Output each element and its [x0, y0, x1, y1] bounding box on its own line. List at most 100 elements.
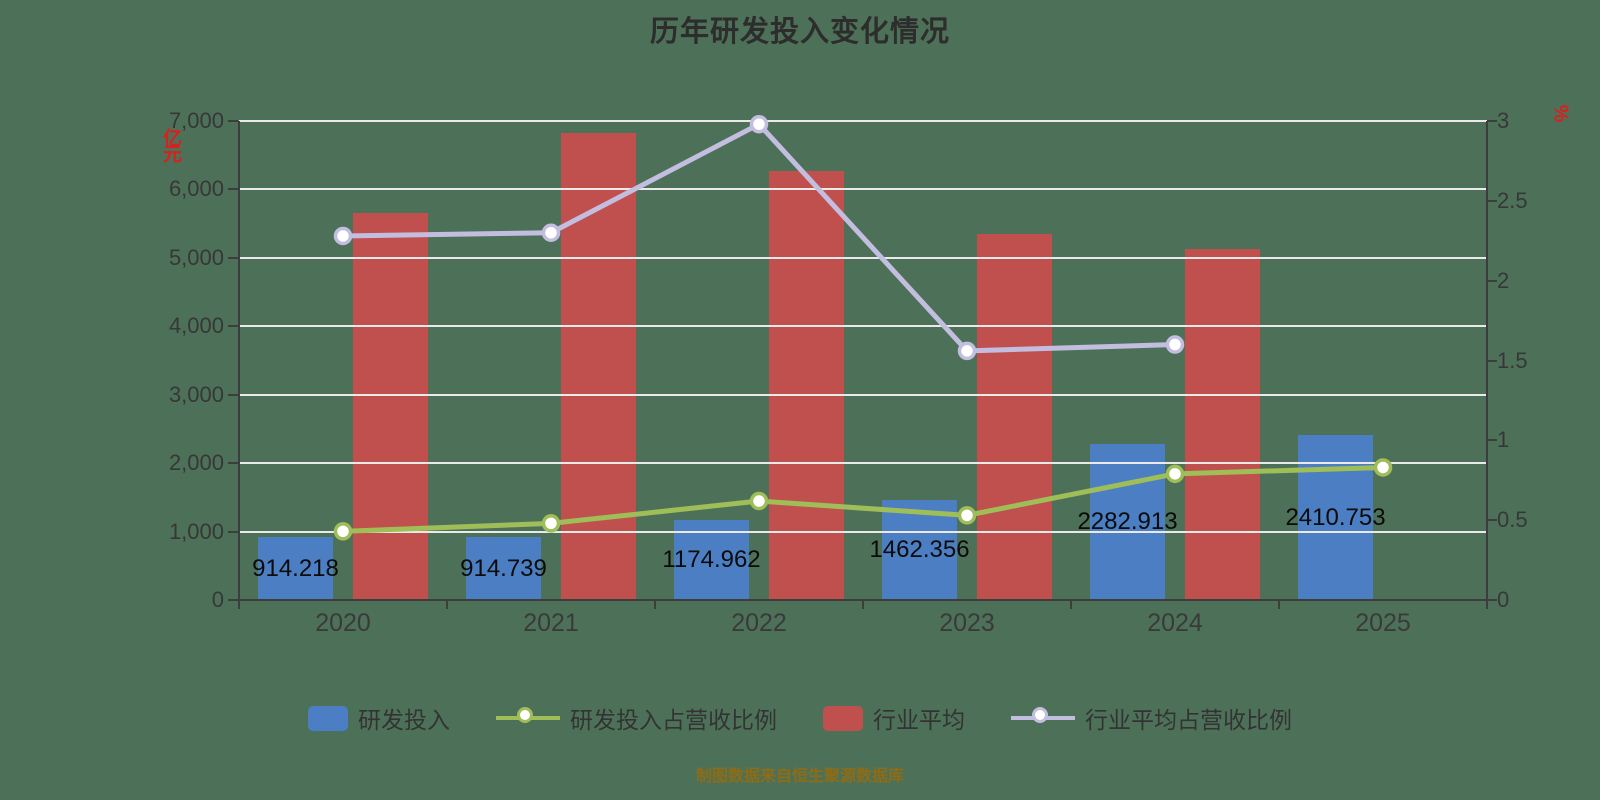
industry-avg-bar-2022[interactable]	[769, 170, 844, 600]
left-axis-label-5,000: 5,000	[168, 244, 224, 270]
left-axis-label-6,000: 6,000	[168, 176, 224, 202]
left-axis-tick-6,000	[228, 188, 238, 191]
left-axis-tick-7,000	[228, 120, 238, 122]
industry-ratio-point-2022[interactable]	[749, 114, 769, 134]
left-axis-label-3,000: 3,000	[168, 381, 224, 407]
right-axis-tick-1.5	[1487, 359, 1497, 362]
right-axis-tick-3	[1487, 120, 1497, 122]
legend-rect-marker	[308, 705, 348, 731]
bar-value-label-2020: 914.218	[252, 554, 339, 582]
rd-ratio-point-2022[interactable]	[749, 491, 769, 511]
rd-ratio-point-2024[interactable]	[1165, 464, 1185, 484]
data-source-caption: 制图数据来自恒生聚源数据库	[695, 768, 904, 785]
x-axis-tick	[1070, 600, 1072, 609]
grid-line-5,000	[239, 256, 1487, 259]
left-axis-label-2,000: 2,000	[168, 450, 224, 476]
x-axis-tick	[446, 600, 448, 609]
rd-investment-bar-2023[interactable]	[882, 499, 957, 600]
legend-item-2[interactable]: 研发投入占营收比例	[496, 701, 777, 735]
right-axis-tick-2	[1487, 279, 1497, 282]
x-axis-tick	[238, 600, 240, 609]
x-axis-label-2022: 2022	[731, 609, 787, 637]
legend-item-3[interactable]: 行业平均	[823, 701, 965, 735]
legend-label: 行业平均	[873, 707, 965, 733]
left-axis-tick-2,000	[228, 462, 238, 465]
bar-value-label-2021: 914.739	[460, 554, 547, 582]
legend-label: 研发投入占营收比例	[570, 707, 777, 733]
chart-legend: 研发投入 研发投入占营收比例 行业平均 行业平均占营收比例	[0, 698, 1600, 738]
bar-value-label-2025: 2410.753	[1285, 503, 1386, 531]
x-axis-tick	[1278, 600, 1280, 609]
right-axis-label-3: 3	[1497, 108, 1510, 133]
bar-value-label-2022: 1174.962	[662, 545, 761, 573]
x-axis-label-2024: 2024	[1147, 609, 1203, 637]
industry-avg-bar-2023[interactable]	[977, 233, 1052, 600]
right-axis-tick-0	[1487, 599, 1497, 601]
x-axis-label-2025: 2025	[1355, 609, 1411, 637]
right-axis-label-0: 0	[1497, 587, 1510, 612]
chart-title: 历年研发投入变化情况	[649, 16, 950, 48]
x-axis-tick	[862, 600, 864, 609]
rd-investment-bar-2020[interactable]	[258, 537, 333, 600]
left-axis-tick-3,000	[228, 393, 238, 396]
left-axis-label-4,000: 4,000	[168, 313, 224, 339]
industry-ratio-point-2024[interactable]	[1165, 335, 1185, 354]
x-axis-tick	[654, 600, 656, 609]
rd-ratio-point-2023[interactable]	[957, 506, 977, 525]
legend-line-marker	[496, 707, 560, 729]
grid-line-1,000	[239, 530, 1487, 533]
legend-item-4[interactable]: 行业平均占营收比例	[1011, 701, 1292, 735]
x-axis-label-2023: 2023	[939, 609, 995, 637]
rd-ratio-point-2021[interactable]	[541, 514, 561, 533]
industry-ratio-point-2021[interactable]	[541, 223, 561, 243]
left-axis-unit-label: 亿元	[160, 128, 181, 160]
left-axis-label-7,000: 7,000	[168, 108, 224, 133]
industry-avg-bar-2024[interactable]	[1185, 248, 1260, 600]
right-axis-label-2.5: 2.5	[1497, 187, 1528, 213]
x-axis-label-2021: 2021	[523, 609, 579, 637]
grid-line-2,000	[239, 462, 1487, 465]
x-axis-line	[229, 599, 1487, 601]
grid-line-6,000	[239, 188, 1487, 191]
grid-line-7,000	[239, 120, 1487, 122]
rd-investment-bar-2022[interactable]	[674, 519, 749, 600]
x-axis-label-2020: 2020	[315, 609, 371, 637]
legend-label: 行业平均占营收比例	[1085, 707, 1292, 733]
right-axis-tick-2.5	[1487, 199, 1497, 202]
right-axis-label-1.5: 1.5	[1497, 347, 1528, 373]
industry-ratio-point-2020[interactable]	[333, 226, 353, 246]
legend-item-1[interactable]: 研发投入	[308, 701, 450, 735]
right-axis-label-2: 2	[1497, 267, 1510, 293]
grid-line-3,000	[239, 393, 1487, 396]
industry-ratio-point-2023[interactable]	[957, 341, 977, 361]
right-axis-label-0.5: 0.5	[1497, 507, 1528, 533]
rd-investment-bar-2024[interactable]	[1090, 443, 1165, 600]
bar-value-label-2023: 1462.356	[869, 535, 970, 563]
left-axis-tick-0	[228, 599, 238, 601]
right-axis-label-1: 1	[1497, 427, 1510, 453]
rd-investment-bar-2021[interactable]	[466, 537, 541, 600]
legend-marker-dot	[1032, 707, 1048, 723]
bar-value-label-2024: 2282.913	[1077, 507, 1178, 535]
rd-ratio-line	[342, 464, 1384, 534]
industry-avg-bar-2020[interactable]	[353, 212, 428, 600]
x-axis-tick	[1486, 600, 1488, 609]
left-axis-tick-5,000	[228, 256, 238, 259]
rd-ratio-point-2025[interactable]	[1373, 458, 1393, 477]
left-axis-tick-4,000	[228, 325, 238, 328]
left-axis-line	[238, 121, 240, 600]
left-axis-label-0: 0	[211, 587, 224, 612]
legend-marker-dot	[517, 707, 533, 723]
legend-rect-marker	[823, 705, 863, 731]
rd-ratio-point-2020[interactable]	[333, 522, 353, 541]
right-axis-tick-1	[1487, 439, 1497, 442]
right-axis-tick-0.5	[1487, 519, 1497, 522]
left-axis-tick-1,000	[228, 530, 238, 533]
left-axis-label-1,000: 1,000	[168, 518, 224, 544]
